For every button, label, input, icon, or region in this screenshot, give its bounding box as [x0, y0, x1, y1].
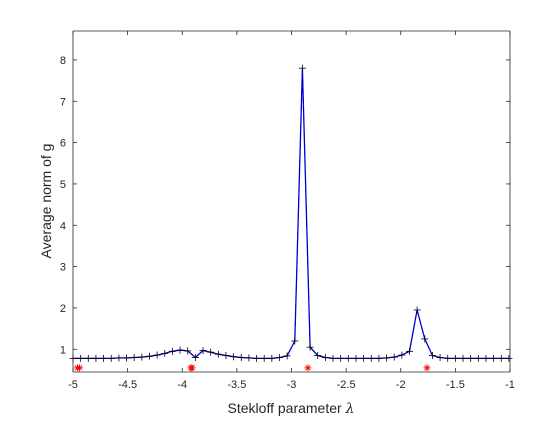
x-tick-label: -1: [505, 379, 515, 391]
data-point-plus-marker: [314, 351, 322, 359]
data-point-plus-marker: [329, 354, 337, 362]
data-point-plus-marker: [444, 354, 452, 362]
data-point-plus-marker: [153, 351, 161, 359]
x-axis-label-text: Stekloff parameter: [228, 400, 346, 416]
data-point-plus-marker: [505, 354, 513, 362]
data-point-plus-marker: [398, 351, 406, 359]
data-point-plus-marker: [138, 353, 146, 361]
data-point-plus-marker: [237, 354, 245, 362]
data-point-plus-marker: [207, 348, 215, 356]
data-point-plus-marker: [375, 354, 383, 362]
data-point-plus-marker: [275, 354, 283, 362]
data-point-plus-marker: [77, 354, 85, 362]
red-star-marker: [304, 364, 312, 372]
data-point-plus-marker: [222, 351, 230, 359]
data-point-plus-marker: [497, 354, 505, 362]
y-tick-label: 7: [60, 96, 66, 108]
x-axis-label-symbol: λ: [345, 401, 355, 417]
data-point-plus-marker: [123, 354, 131, 362]
data-point-plus-marker: [337, 354, 345, 362]
y-tick-label: 4: [60, 220, 66, 232]
data-point-plus-marker: [161, 349, 169, 357]
data-point-plus-marker: [436, 354, 444, 362]
data-point-plus-marker: [115, 354, 123, 362]
data-point-plus-marker: [352, 354, 360, 362]
plot-area: [73, 31, 510, 372]
data-point-plus-marker: [268, 354, 276, 362]
tick-layer: -5 -4.5 -4 -3.5 -3 -2.5 -2 -1.5 -1 1 2 3 4 5 6 7 8: [60, 31, 515, 391]
y-tick-label: 2: [60, 303, 66, 315]
data-point-plus-marker: [421, 335, 429, 343]
y-tick-label: 3: [60, 262, 66, 274]
series-layer: [69, 64, 513, 372]
data-point-plus-marker: [92, 354, 100, 362]
data-point-plus-marker: [383, 354, 391, 362]
data-point-plus-marker: [291, 337, 299, 345]
x-tick-label: -1.5: [446, 379, 465, 391]
y-tick-label: 1: [60, 344, 66, 356]
x-axis-label: Stekloff parameter λ: [228, 400, 355, 417]
y-tick-label: 6: [60, 138, 66, 150]
data-point-plus-marker: [360, 354, 368, 362]
x-tick-label: -4.5: [118, 379, 137, 391]
data-point-plus-marker: [253, 354, 261, 362]
red-star-marker: [188, 364, 196, 372]
data-point-plus-marker: [168, 347, 176, 355]
x-tick-label: -5: [68, 379, 78, 391]
x-tick-label: -2: [396, 379, 406, 391]
x-tick-label: -3.5: [227, 379, 246, 391]
data-point-plus-marker: [474, 354, 482, 362]
data-point-plus-marker: [298, 64, 306, 72]
data-point-plus-marker: [467, 354, 475, 362]
y-tick-label: 8: [60, 55, 66, 67]
data-point-plus-marker: [130, 354, 138, 362]
data-point-plus-marker: [214, 350, 222, 358]
data-point-plus-marker: [84, 354, 92, 362]
red-star-marker: [423, 364, 431, 372]
data-point-plus-marker: [230, 353, 238, 361]
data-point-plus-marker: [459, 354, 467, 362]
data-point-plus-marker: [321, 354, 329, 362]
data-point-plus-marker: [344, 354, 352, 362]
data-point-plus-marker: [451, 354, 459, 362]
data-point-plus-marker: [100, 354, 108, 362]
data-point-plus-marker: [260, 354, 268, 362]
x-tick-label: -3: [287, 379, 297, 391]
data-point-plus-marker: [413, 306, 421, 314]
data-point-plus-marker: [191, 354, 199, 362]
data-point-plus-marker: [367, 354, 375, 362]
data-point-plus-marker: [107, 354, 115, 362]
data-point-plus-marker: [145, 352, 153, 360]
red-star-marker: [76, 364, 84, 372]
y-axis-label: Average norm of g: [38, 144, 54, 259]
data-point-plus-marker: [482, 354, 490, 362]
data-point-plus-marker: [405, 347, 413, 355]
data-point-plus-marker: [245, 354, 253, 362]
data-point-plus-marker: [199, 347, 207, 355]
y-tick-label: 5: [60, 179, 66, 191]
data-point-plus-marker: [176, 346, 184, 354]
data-point-plus-marker: [390, 353, 398, 361]
data-point-plus-marker: [283, 352, 291, 360]
x-tick-label: -2.5: [337, 379, 356, 391]
x-tick-label: -4: [177, 379, 187, 391]
data-point-plus-marker: [428, 351, 436, 359]
data-point-plus-marker: [490, 354, 498, 362]
data-point-plus-marker: [184, 347, 192, 355]
series-line-dashed-overlay: [73, 68, 509, 359]
data-point-plus-marker: [306, 343, 314, 351]
